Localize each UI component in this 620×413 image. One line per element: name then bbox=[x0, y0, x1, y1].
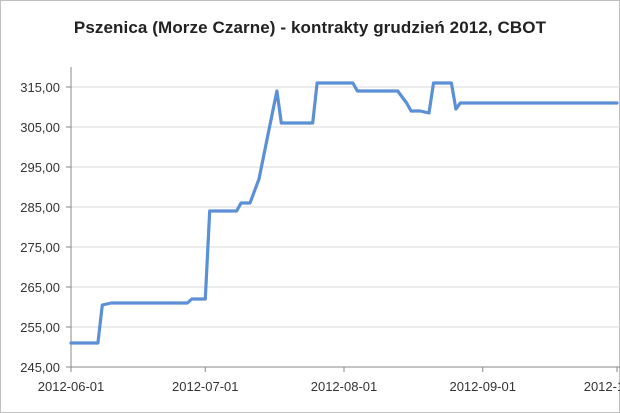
x-tick-label: 2012-09-01 bbox=[449, 379, 516, 394]
y-tick-label: 255,00 bbox=[20, 320, 60, 335]
y-tick-label: 285,00 bbox=[20, 200, 60, 215]
y-tick-label: 295,00 bbox=[20, 160, 60, 175]
x-tick-label: 2012-07-01 bbox=[172, 379, 239, 394]
y-tick-label: 265,00 bbox=[20, 280, 60, 295]
chart-title: Pszenica (Morze Czarne) - kontrakty grud… bbox=[73, 18, 547, 37]
axes bbox=[66, 67, 620, 372]
x-tick-label: 2012-06-01 bbox=[38, 379, 105, 394]
y-tick-label: 275,00 bbox=[20, 240, 60, 255]
x-tick-label: 2012-10-01 bbox=[584, 379, 620, 394]
y-tick-labels: 245,00 255,00 265,00 275,00 285,00 295,00 305,… bbox=[20, 80, 60, 375]
series-line bbox=[69, 81, 619, 345]
y-tick-label: 315,00 bbox=[20, 80, 60, 95]
y-tick-label: 245,00 bbox=[20, 360, 60, 375]
series-group bbox=[69, 81, 619, 345]
gridlines bbox=[71, 86, 620, 328]
y-tick-label: 305,00 bbox=[20, 120, 60, 135]
x-tick-labels: 2012-06-01 2012-07-01 2012-08-01 2012-09-01… bbox=[38, 379, 620, 394]
x-tick-label: 2012-08-01 bbox=[311, 379, 378, 394]
